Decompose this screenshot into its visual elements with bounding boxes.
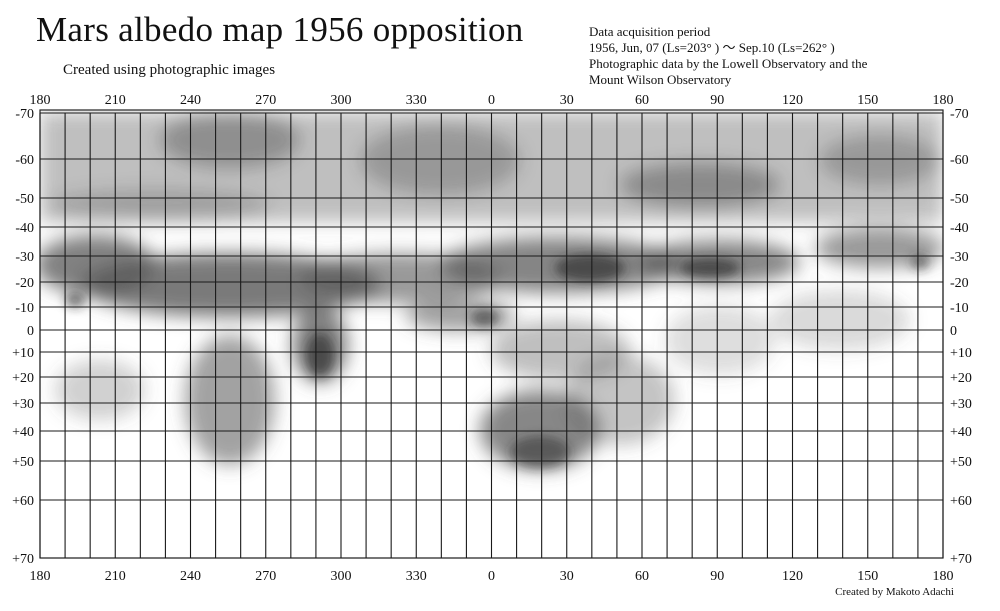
latitude-label: +50 <box>12 455 34 470</box>
longitude-label: 60 <box>635 569 649 584</box>
latitude-label: -50 <box>950 192 969 207</box>
latitude-label: +20 <box>950 371 972 386</box>
longitude-label: 180 <box>933 569 954 584</box>
latitude-label: -50 <box>15 192 34 207</box>
longitude-label: 90 <box>710 569 724 584</box>
latitude-label: +50 <box>950 455 972 470</box>
latitude-labels-right: -70 -60 -50 -40 -30 -20 -10 0 +10 +20 +30 +40 +50 +60… <box>950 107 972 567</box>
latitude-label: +10 <box>12 346 34 361</box>
latitude-label: +40 <box>950 425 972 440</box>
longitude-label: 180 <box>30 569 51 584</box>
longitude-label: 240 <box>180 93 201 108</box>
latitude-label: -60 <box>15 153 34 168</box>
longitude-label: 0 <box>488 93 495 108</box>
latitude-label: +10 <box>950 346 972 361</box>
longitude-label: 60 <box>635 93 649 108</box>
latitude-label: -20 <box>950 276 969 291</box>
longitude-label: 300 <box>331 93 352 108</box>
latitude-label: -10 <box>15 301 34 316</box>
data-info-block: Data acquisition period 1956, Jun, 07 (L… <box>589 24 867 88</box>
latitude-label: +40 <box>12 425 34 440</box>
longitude-label: 30 <box>560 569 574 584</box>
latitude-label: -20 <box>15 276 34 291</box>
longitude-label: 180 <box>30 93 51 108</box>
latitude-label: +20 <box>12 371 34 386</box>
page-title: Mars albedo map 1956 opposition <box>36 10 524 49</box>
longitude-label: 150 <box>857 569 878 584</box>
latitude-label: +30 <box>950 397 972 412</box>
info-line: 1956, Jun, 07 (Ls=203° ) ～ Sep.10 (Ls=26… <box>589 40 835 55</box>
longitude-label: 330 <box>406 569 427 584</box>
longitude-label: 270 <box>255 569 276 584</box>
latitude-label: -10 <box>950 301 969 316</box>
page-subtitle: Created using photographic images <box>63 62 276 78</box>
latitude-labels-left: -70 -60 -50 -40 -30 -20 -10 0 +10 +20 +30 +40 +50 +60… <box>12 107 34 567</box>
longitude-label: 120 <box>782 93 803 108</box>
longitude-label: 300 <box>331 569 352 584</box>
latitude-label: -40 <box>950 221 969 236</box>
longitude-label: 180 <box>933 93 954 108</box>
info-line: Photographic data by the Lowell Observat… <box>589 56 868 71</box>
latitude-label: +70 <box>12 552 34 567</box>
longitude-label: 0 <box>488 569 495 584</box>
latitude-label: +30 <box>12 397 34 412</box>
longitude-label: 330 <box>406 93 427 108</box>
latitude-label: 0 <box>27 324 34 339</box>
latitude-label: 0 <box>950 324 957 339</box>
longitude-label: 150 <box>857 93 878 108</box>
coordinate-grid <box>39 112 944 559</box>
longitude-label: 240 <box>180 569 201 584</box>
latitude-label: -70 <box>15 107 34 122</box>
info-line: Data acquisition period <box>589 24 711 39</box>
longitude-label: 210 <box>105 93 126 108</box>
latitude-label: +60 <box>12 494 34 509</box>
longitude-label: 120 <box>782 569 803 584</box>
longitude-labels-bottom: 180 210 240 270 300 330 0 30 60 90 120 150 180 <box>30 569 954 584</box>
longitude-label: 90 <box>710 93 724 108</box>
longitude-label: 210 <box>105 569 126 584</box>
credit-text: Created by Makoto Adachi <box>835 586 954 598</box>
latitude-label: -70 <box>950 107 969 122</box>
latitude-label: -40 <box>15 221 34 236</box>
info-line: Mount Wilson Observatory <box>589 72 732 87</box>
latitude-label: -30 <box>15 250 34 265</box>
latitude-label: +60 <box>950 494 972 509</box>
longitude-labels-top: 180 210 240 270 300 330 0 30 60 90 120 150 180 <box>30 93 954 108</box>
latitude-label: -60 <box>950 153 969 168</box>
latitude-label: +70 <box>950 552 972 567</box>
longitude-label: 30 <box>560 93 574 108</box>
longitude-label: 270 <box>255 93 276 108</box>
latitude-label: -30 <box>950 250 969 265</box>
